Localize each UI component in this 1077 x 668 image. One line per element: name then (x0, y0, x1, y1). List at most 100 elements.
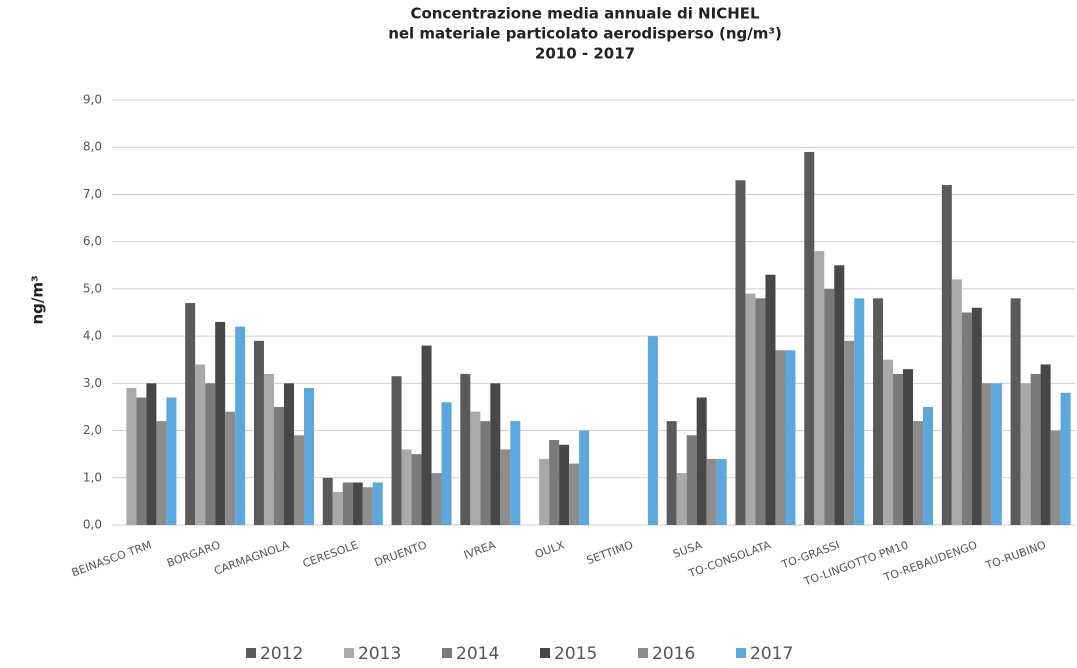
bar (470, 411, 481, 525)
bar (923, 406, 934, 525)
bar (185, 303, 196, 525)
bar (283, 383, 294, 525)
y-tick-label: 4,0 (83, 329, 102, 343)
y-axis-label: ng/m³ (29, 275, 47, 324)
bar (322, 477, 333, 525)
bar (166, 397, 177, 525)
bar (411, 454, 422, 525)
x-tick-label: SUSA (671, 538, 704, 561)
bar (332, 491, 343, 525)
bar (1010, 298, 1021, 525)
bar (824, 288, 835, 525)
legend-swatch (736, 648, 746, 658)
bar (510, 421, 521, 525)
bar (883, 359, 894, 525)
x-tick-label: SETTIMO (585, 538, 635, 567)
bar (421, 345, 432, 525)
y-tick-label: 1,0 (83, 470, 102, 484)
legend-label: 2016 (652, 644, 695, 664)
bar (391, 376, 402, 525)
bar (146, 383, 157, 525)
bar (844, 340, 855, 525)
bar (480, 421, 491, 525)
bar (893, 373, 904, 525)
bar (706, 458, 717, 525)
bar (961, 312, 972, 525)
x-tick-label: CARMAGNOLA (212, 538, 291, 577)
bar (676, 473, 687, 525)
bar (352, 482, 363, 525)
bar (569, 463, 580, 525)
bar (775, 350, 786, 525)
bar (205, 383, 216, 525)
bar (539, 458, 550, 525)
chart-period: 2010 - 2017 (535, 45, 635, 63)
bar (500, 449, 511, 525)
x-tick-label: OULX (533, 538, 566, 561)
bar (834, 265, 845, 525)
chart-subtitle: nel materiale particolato aerodisperso (… (388, 25, 782, 43)
bar (971, 307, 982, 525)
bar (372, 482, 383, 525)
legend-swatch (246, 648, 256, 658)
bar (235, 326, 246, 525)
bar (293, 435, 304, 525)
x-tick-label: BEINASCO TRM (70, 538, 154, 579)
bar (941, 185, 952, 525)
legend-label: 2012 (260, 644, 303, 664)
bar (804, 151, 815, 525)
legend-swatch (442, 648, 452, 658)
y-tick-label: 7,0 (83, 187, 102, 201)
bar (136, 397, 147, 525)
bar (1040, 364, 1051, 525)
y-tick-label: 8,0 (83, 140, 102, 154)
bar (814, 251, 825, 525)
bar (785, 350, 796, 525)
bar (362, 487, 373, 525)
bar (156, 421, 167, 525)
bar (460, 373, 471, 525)
x-tick-label: IVREA (462, 538, 498, 562)
bar (647, 336, 658, 525)
y-tick-label: 5,0 (83, 281, 102, 295)
legend-label: 2014 (456, 644, 499, 664)
legend-label: 2017 (750, 644, 793, 664)
bar (903, 369, 914, 525)
legend-swatch (638, 648, 648, 658)
bar (195, 364, 206, 525)
legend-label: 2013 (358, 644, 401, 664)
bar (342, 482, 353, 525)
legend-label: 2015 (554, 644, 597, 664)
bar (981, 383, 992, 525)
bar (225, 411, 236, 525)
bar (735, 180, 746, 525)
bar (490, 383, 501, 525)
y-tick-label: 6,0 (83, 234, 102, 248)
bar (303, 388, 314, 525)
bar (951, 279, 962, 525)
chart-title: Concentrazione media annuale di NICHEL (410, 5, 760, 23)
bar (745, 293, 756, 525)
bar (854, 298, 865, 525)
bar (273, 406, 284, 525)
bar (991, 383, 1002, 525)
bar (873, 298, 884, 525)
x-tick-label: CERESOLE (301, 538, 360, 570)
bar (1060, 392, 1071, 525)
y-tick-label: 9,0 (83, 93, 102, 107)
bar (1020, 383, 1031, 525)
legend-swatch (344, 648, 354, 658)
bar (401, 449, 412, 525)
bar (666, 421, 677, 525)
bar (431, 473, 442, 525)
bar (716, 458, 727, 525)
bar (253, 340, 264, 525)
y-tick-label: 3,0 (83, 376, 102, 390)
bar (441, 402, 452, 525)
legend-swatch (540, 648, 550, 658)
bar (1030, 373, 1041, 525)
bar (913, 421, 924, 525)
bar (579, 430, 590, 525)
y-tick-label: 2,0 (83, 423, 102, 437)
bar (215, 321, 226, 525)
